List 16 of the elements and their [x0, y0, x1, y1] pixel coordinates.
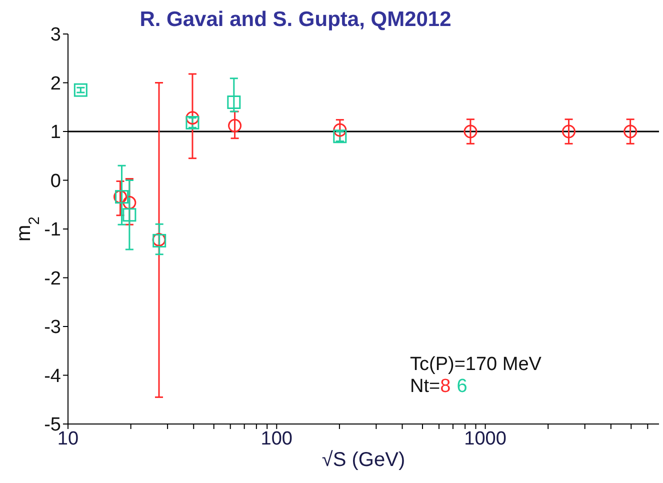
y-tick-label: -4 [44, 366, 62, 387]
y-tick-label: 0 [50, 170, 61, 192]
x-tick-label: 1000 [464, 428, 506, 450]
y-tick-label: 3 [50, 24, 61, 46]
legend-title: Nt= [410, 376, 440, 397]
y-tick-label: 2 [50, 73, 61, 94]
chart-title: R. Gavai and S. Gupta, QM2012 [140, 8, 452, 31]
text: 6 [456, 376, 468, 397]
x-axis-title: √S (GeV) [322, 449, 406, 471]
x-tick-label: 100 [260, 428, 292, 450]
y-tick-label: 1 [50, 122, 61, 144]
annotation: Tc(P)=170 MeV [410, 354, 542, 376]
y-tick-label: -1 [44, 220, 61, 241]
y-tick-label: -3 [44, 317, 61, 338]
text: 8 [440, 376, 451, 397]
y-tick-label: -2 [44, 268, 61, 290]
